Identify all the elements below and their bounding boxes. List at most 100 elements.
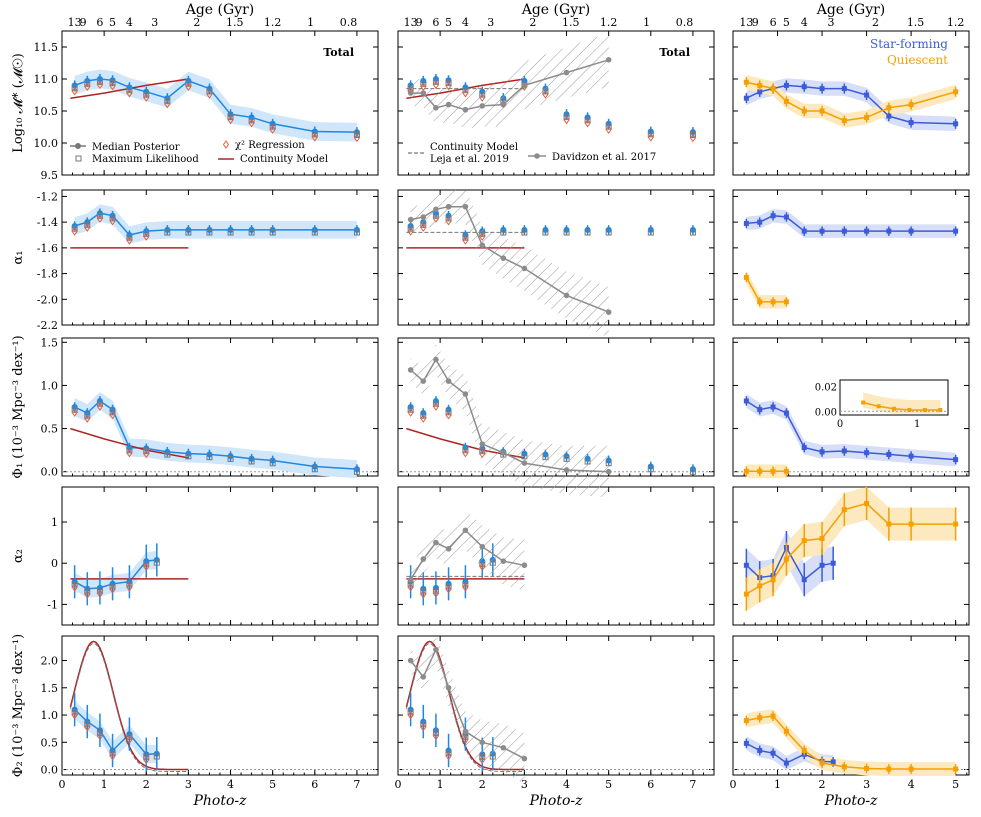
chi2-point bbox=[126, 88, 133, 98]
inset-y-tick-label: 0.02 bbox=[815, 382, 837, 393]
x-tick-label: 3 bbox=[863, 778, 870, 791]
max-likelihood-point bbox=[647, 466, 654, 473]
split-mstar bbox=[743, 75, 959, 131]
inset-x-tick-label: 1 bbox=[914, 419, 920, 430]
marker bbox=[841, 228, 847, 234]
q-point bbox=[743, 577, 749, 611]
max-likelihood-point bbox=[84, 80, 91, 87]
chi2-point bbox=[109, 584, 116, 594]
davidzon-point bbox=[433, 206, 439, 213]
uncertainty-band bbox=[74, 204, 357, 244]
age-tick-label: 3 bbox=[151, 16, 158, 29]
age-tick-label: 3 bbox=[487, 16, 494, 29]
davidzon-point bbox=[420, 674, 427, 680]
max-likelihood-point bbox=[407, 709, 414, 716]
sf-point bbox=[953, 454, 959, 465]
max-likelihood-point bbox=[143, 230, 150, 237]
sf-point bbox=[953, 118, 959, 129]
y-tick-label: 1.5 bbox=[41, 682, 59, 695]
chi2-point bbox=[206, 89, 213, 99]
sf-point bbox=[841, 446, 847, 456]
max-likelihood-point bbox=[227, 455, 234, 462]
davidzon-mstar bbox=[406, 32, 612, 129]
davidzon-point bbox=[462, 106, 469, 113]
marker bbox=[743, 274, 749, 280]
age-tick-label: 4 bbox=[126, 16, 133, 29]
axes-frame bbox=[732, 189, 970, 326]
max-likelihood-point bbox=[153, 753, 160, 760]
q-point bbox=[864, 486, 870, 521]
sf-point bbox=[801, 81, 807, 92]
max-likelihood-point bbox=[248, 458, 255, 465]
sf-point bbox=[819, 83, 825, 94]
marker bbox=[908, 521, 914, 527]
age-tick-label: 1.2 bbox=[947, 16, 965, 29]
max-likelihood-point bbox=[445, 583, 452, 590]
axes-frame bbox=[732, 337, 970, 477]
panel-mstar-middle bbox=[397, 30, 715, 176]
q-point bbox=[783, 96, 789, 107]
sf-point bbox=[743, 738, 749, 749]
max-likelihood-point bbox=[445, 80, 452, 87]
marker bbox=[830, 759, 836, 765]
davidzon-point bbox=[563, 69, 570, 76]
davidzon-point bbox=[420, 378, 427, 384]
y-axis-label: Φ₁ (10⁻³ Mpc⁻³ dex⁻¹) bbox=[11, 335, 26, 478]
max-likelihood-point bbox=[96, 400, 103, 407]
davidzon-alpha2 bbox=[406, 510, 528, 592]
age-tick-label: 1.5 bbox=[226, 16, 244, 29]
max-likelihood-point bbox=[432, 730, 439, 737]
inset-x-tick-label: 0 bbox=[837, 419, 843, 430]
marker bbox=[841, 118, 847, 124]
marker bbox=[864, 765, 870, 771]
max-likelihood-point bbox=[227, 229, 234, 236]
marker bbox=[908, 102, 914, 108]
max-likelihood-point bbox=[143, 754, 150, 761]
marker bbox=[864, 114, 870, 120]
marker bbox=[783, 299, 789, 305]
chi2-point bbox=[248, 118, 255, 128]
panel-mstar-right bbox=[732, 30, 970, 176]
max-likelihood-point bbox=[143, 560, 150, 567]
q-point bbox=[953, 86, 959, 97]
max-likelihood-point bbox=[420, 412, 427, 419]
q-point bbox=[864, 112, 870, 123]
total-phi2-0 bbox=[69, 640, 189, 772]
x-tick-label: 5 bbox=[605, 778, 612, 791]
y-tick-label: 0 bbox=[51, 557, 58, 570]
chi2-point bbox=[109, 81, 116, 91]
marker bbox=[770, 577, 776, 583]
age-tick-label: 1.5 bbox=[907, 16, 925, 29]
inset-y-tick-label: 0.00 bbox=[815, 407, 837, 418]
marker bbox=[864, 500, 870, 506]
marker bbox=[743, 591, 749, 597]
marker bbox=[886, 521, 892, 527]
legend-marker-ml bbox=[75, 155, 82, 162]
chi2-point bbox=[432, 402, 440, 411]
q-point bbox=[953, 507, 959, 541]
x-tick-label: 2 bbox=[479, 778, 486, 791]
max-likelihood-point bbox=[353, 468, 360, 475]
sf-point bbox=[908, 226, 914, 236]
marker bbox=[757, 89, 763, 95]
q-point bbox=[743, 77, 749, 88]
chi2-point bbox=[96, 402, 104, 411]
davidzon-point bbox=[479, 739, 486, 746]
chi2-point bbox=[126, 448, 133, 458]
max-likelihood-point bbox=[605, 123, 612, 130]
davidzon-line bbox=[410, 59, 609, 111]
marker bbox=[864, 92, 870, 98]
max-likelihood-point bbox=[248, 117, 255, 124]
panel-phi2-middle: 0 1 2 3 4 5 6 7 bbox=[395, 635, 715, 791]
max-likelihood-point bbox=[432, 587, 439, 594]
davidzon-point bbox=[479, 543, 486, 550]
age-axis-title: Age (Gyr) bbox=[816, 2, 886, 18]
panel-label-total-left: Total bbox=[323, 46, 354, 59]
davidzon-point bbox=[500, 101, 507, 108]
marker bbox=[953, 457, 959, 463]
q-point bbox=[770, 83, 776, 94]
davidzon-point bbox=[605, 468, 612, 475]
q-band bbox=[746, 709, 956, 776]
age-tick-label: 5 bbox=[109, 16, 116, 29]
